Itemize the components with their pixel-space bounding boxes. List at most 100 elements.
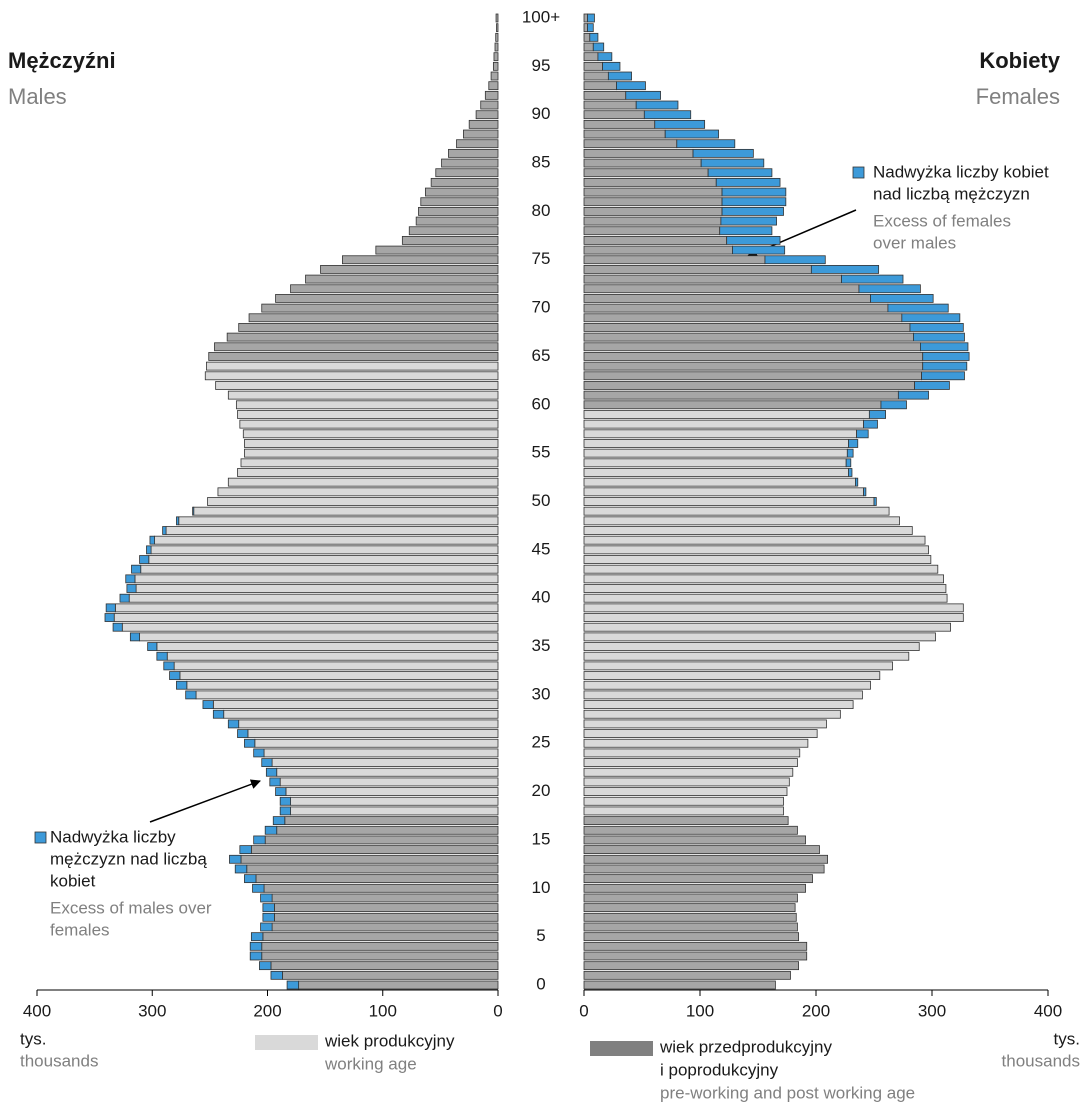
bar-segment <box>583 61 603 71</box>
bar-segment <box>248 313 499 323</box>
bar-segment <box>415 216 499 226</box>
x-tick-label: 100 <box>686 1001 714 1020</box>
annotation-text: nad liczbą mężczyzn <box>873 184 1030 203</box>
bar-segment <box>496 23 499 33</box>
bar-segment <box>583 690 863 700</box>
bar-segment <box>583 564 939 574</box>
bar-segment <box>178 516 499 526</box>
bar-segment <box>583 932 800 942</box>
bar-segment <box>913 332 965 342</box>
bar-segment <box>583 941 808 951</box>
bar-segment <box>583 729 818 738</box>
bar-segment <box>583 284 860 294</box>
bar-segment <box>583 593 948 603</box>
bar-segment <box>583 332 914 342</box>
bar-segment <box>863 487 867 497</box>
bar-segment <box>179 671 499 680</box>
bar-segment <box>401 236 499 245</box>
bar-segment <box>583 381 916 390</box>
bar-segment <box>583 816 789 826</box>
bar-segment <box>149 535 155 545</box>
bar-segment <box>494 42 499 52</box>
bar-segment <box>235 400 499 410</box>
bar-segment <box>185 690 197 700</box>
bar-segment <box>126 584 137 593</box>
bar-segment <box>169 671 181 680</box>
annotation-subtext: Excess of females <box>873 211 1011 230</box>
legend-swatch <box>255 1035 318 1050</box>
bar-segment <box>286 980 300 990</box>
bar-segment <box>493 52 499 62</box>
bar-segment <box>583 197 723 207</box>
age-label: 15 <box>532 829 551 848</box>
bar-segment <box>583 226 721 236</box>
bar-segment <box>150 545 499 555</box>
bar-segment <box>276 825 499 835</box>
bar-segment <box>227 719 240 729</box>
bar-segment <box>583 922 798 932</box>
bar-segment <box>448 148 499 158</box>
bar-segment <box>263 748 499 758</box>
bar-segment <box>583 622 951 632</box>
bar-segment <box>868 410 886 419</box>
bar-segment <box>583 874 813 884</box>
bar-segment <box>252 883 265 893</box>
bar-segment <box>676 139 736 149</box>
annotation-arrow <box>149 779 261 823</box>
bar-segment <box>583 709 841 719</box>
bar-segment <box>870 294 934 303</box>
bar-segment <box>212 709 225 719</box>
bar-segment <box>298 980 499 990</box>
bar-segment <box>274 903 499 913</box>
bar-segment <box>246 864 499 874</box>
bar-segment <box>193 506 499 516</box>
bar-segment <box>206 361 499 371</box>
bar-segment <box>664 129 719 139</box>
age-label: 10 <box>532 878 551 897</box>
bar-segment <box>583 265 812 274</box>
bar-segment <box>583 893 798 903</box>
bar-segment <box>583 912 797 922</box>
bar-segment <box>583 719 827 729</box>
bar-segment <box>305 274 499 284</box>
bar-segment <box>237 729 249 738</box>
legend-subtext: pre-working and post working age <box>660 1083 915 1102</box>
age-label: 65 <box>532 346 551 365</box>
bar-segment <box>873 497 877 506</box>
bar-segment <box>583 148 694 158</box>
bar-segment <box>105 603 116 613</box>
bar-segment <box>583 526 913 535</box>
bar-segment <box>418 206 499 216</box>
bar-segment <box>237 410 499 419</box>
bar-segment <box>176 680 188 690</box>
bar-segment <box>583 661 893 671</box>
bar-segment <box>726 236 781 245</box>
bar-segment <box>583 970 791 980</box>
bar-segment <box>249 951 263 961</box>
bar-segment <box>279 806 291 816</box>
bar-segment <box>139 632 499 642</box>
bar-segment <box>583 497 875 506</box>
legend-swatch <box>590 1041 653 1056</box>
legend-text: wiek produkcyjny <box>324 1031 455 1050</box>
bar-segment <box>810 265 880 274</box>
bar-segment <box>583 158 702 168</box>
bar-segment <box>920 342 969 352</box>
bar-segment <box>721 197 787 207</box>
bar-segment <box>244 448 499 458</box>
bar-segment <box>589 32 599 42</box>
bar-segment <box>583 429 858 439</box>
bar-segment <box>583 187 723 197</box>
bar-segment <box>583 487 864 497</box>
x-tick-label: 0 <box>579 1001 588 1020</box>
x-tick-label: 400 <box>23 1001 51 1020</box>
bar-segment <box>583 651 910 661</box>
bar-segment <box>202 700 214 709</box>
bar-segment <box>764 255 826 265</box>
bar-segment <box>856 429 869 439</box>
bar-segment <box>841 274 904 284</box>
bar-segment <box>583 274 842 284</box>
bar-segment <box>119 593 130 603</box>
bar-segment <box>104 613 115 622</box>
bar-segment <box>226 332 499 342</box>
